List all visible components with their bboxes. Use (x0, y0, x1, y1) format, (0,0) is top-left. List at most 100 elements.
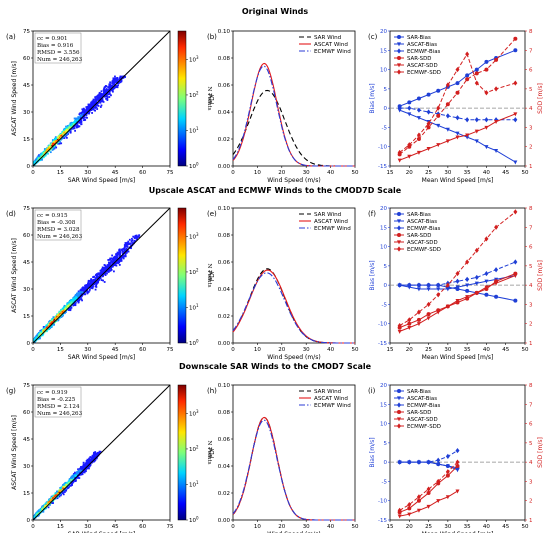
point (397, 396, 401, 401)
x-tick-label: 20 (406, 524, 413, 530)
point (484, 236, 489, 242)
point (397, 212, 401, 216)
x-tick-label: 15 (387, 347, 394, 353)
y-right-tick-label: 3 (529, 302, 533, 308)
y-tick-label: 0.10 (218, 29, 231, 35)
legend-label: SAR Wind (314, 212, 342, 218)
series-line (399, 211, 516, 327)
x-tick-label: 25 (425, 524, 432, 530)
point (484, 279, 489, 284)
legend-label: ECMWF Wind (314, 226, 351, 232)
point (436, 287, 441, 292)
row-title-3: Downscale SAR Winds to the CMOD7 Scale (179, 362, 372, 371)
y-tick-label: 30 (23, 464, 30, 470)
point (484, 59, 489, 64)
stat-line: Num = 246,263 (37, 411, 83, 417)
x-tick-label: 20 (406, 347, 413, 353)
point (465, 77, 470, 82)
y-tick-label: 75 (23, 29, 30, 35)
y-tick-label: -10 (378, 499, 387, 505)
colorbar-tick-label: 103 (189, 55, 199, 64)
point (397, 56, 401, 60)
y-right-tick-label: 5 (529, 264, 533, 270)
point (513, 48, 518, 53)
panel-e: 0 10 20 30 40 50 0.00 0.02 0.04 0.06 0.08 0.10 Wind … (207, 206, 359, 361)
point (397, 225, 401, 231)
stat-line: Bias = -0.225 (37, 397, 76, 403)
point (455, 115, 460, 121)
series-line (399, 275, 516, 332)
y-right-tick-label: 7 (529, 402, 533, 408)
y-tick-label: 0.06 (218, 437, 231, 443)
x-axis-label: Mean Wind Speed [m/s] (422, 177, 494, 184)
y-tick-label: 20 (380, 383, 387, 389)
one-to-one-line (32, 30, 171, 167)
legend-label: SAR-SDD (407, 233, 431, 239)
point (436, 123, 441, 128)
point (436, 143, 441, 148)
pdf-line-ecmwf-wind (232, 65, 355, 167)
point (397, 219, 401, 224)
point (416, 494, 421, 500)
point (426, 301, 431, 308)
y-tick-label: 0.00 (218, 518, 231, 524)
legend-label: SAR Wind (314, 35, 342, 41)
point (455, 298, 460, 303)
point (407, 282, 412, 288)
point (474, 274, 479, 281)
point (445, 473, 450, 478)
row-title-2: Upscale ASCAT and ECMWF Winds to the CMO… (149, 186, 402, 195)
x-tick-label: 75 (167, 524, 174, 530)
legend-label: SAR-Bias (407, 389, 431, 395)
point (416, 116, 421, 121)
point (407, 105, 412, 111)
y-right-tick-label: 8 (529, 383, 533, 389)
point (484, 270, 489, 277)
point (513, 36, 518, 41)
pdf-line-ecmwf-wind (232, 272, 355, 344)
point (426, 316, 431, 321)
y-tick-label: 15 (23, 137, 30, 143)
point (397, 389, 401, 393)
point (455, 90, 460, 95)
point (513, 259, 518, 265)
point (484, 292, 489, 297)
x-tick-label: 20 (278, 347, 285, 353)
point (416, 132, 421, 138)
point (397, 514, 402, 519)
y-right-tick-label: 8 (529, 29, 533, 35)
series-ascat-sdd (397, 489, 460, 519)
y-tick-label: -15 (378, 341, 387, 347)
legend-label: ECMWF-SDD (407, 247, 441, 253)
point (484, 117, 489, 123)
point (407, 100, 412, 105)
y-right-tick-label: 4 (529, 106, 533, 112)
point (397, 63, 401, 68)
series-line (399, 109, 516, 163)
x-tick-label: 30 (303, 524, 310, 530)
plot-frame (232, 384, 356, 521)
stat-line: RMSD = 2.124 (37, 404, 80, 410)
x-tick-label: 60 (139, 170, 146, 176)
point (436, 478, 441, 485)
plot-frame (32, 30, 171, 167)
point (426, 92, 431, 97)
y-axis-label: PDF (209, 446, 216, 458)
point (397, 323, 402, 329)
legend-label: ASCAT-Bias (407, 42, 437, 48)
series-sar-bias (397, 48, 518, 109)
x-tick-label: 50 (522, 524, 529, 530)
y-tick-label: 5 (384, 441, 388, 447)
x-tick-label: 25 (425, 347, 432, 353)
x-tick-label: 15 (57, 524, 64, 530)
point (445, 469, 450, 475)
legend-label: ECMWF-SDD (407, 424, 441, 430)
panel-h: 0 10 20 30 40 50 0.00 0.02 0.04 0.06 0.08 0.10 Wind … (207, 383, 359, 533)
y-axis-label: PDF (209, 92, 216, 104)
stat-line: cc = 0.915 (37, 213, 68, 219)
series-ecmwf-bias (397, 259, 518, 288)
point (445, 287, 450, 292)
x-tick-label: 45 (112, 170, 119, 176)
y-tick-label: 10 (380, 245, 387, 251)
